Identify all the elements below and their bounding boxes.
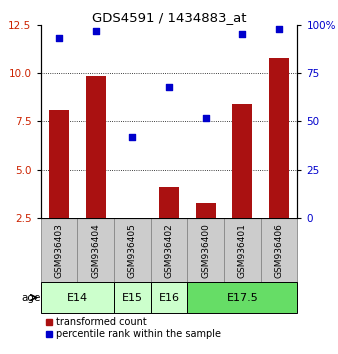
Text: GSM936402: GSM936402	[165, 223, 173, 278]
Point	[276, 26, 282, 32]
Bar	[159, 187, 179, 218]
Bar	[196, 202, 216, 218]
Point	[240, 32, 245, 37]
FancyBboxPatch shape	[151, 218, 187, 282]
Text: GSM936401: GSM936401	[238, 223, 247, 278]
Text: E15: E15	[122, 292, 143, 303]
Text: GSM936403: GSM936403	[54, 223, 64, 278]
Legend: transformed count, percentile rank within the sample: transformed count, percentile rank withi…	[45, 318, 221, 339]
FancyBboxPatch shape	[261, 218, 297, 282]
FancyBboxPatch shape	[114, 218, 151, 282]
FancyBboxPatch shape	[41, 282, 114, 313]
Bar	[232, 104, 252, 218]
Point	[56, 35, 62, 41]
Text: E16: E16	[159, 292, 179, 303]
Text: E14: E14	[67, 292, 88, 303]
Point	[93, 28, 98, 33]
Text: age: age	[22, 292, 41, 303]
Title: GDS4591 / 1434883_at: GDS4591 / 1434883_at	[92, 11, 246, 24]
FancyBboxPatch shape	[77, 218, 114, 282]
Text: GSM936406: GSM936406	[274, 223, 284, 278]
Bar	[86, 76, 106, 218]
Bar	[269, 58, 289, 218]
Point	[203, 115, 209, 120]
Bar	[122, 218, 142, 222]
Point	[166, 84, 172, 90]
Text: GSM936405: GSM936405	[128, 223, 137, 278]
FancyBboxPatch shape	[41, 218, 77, 282]
Text: E17.5: E17.5	[226, 292, 258, 303]
Text: GSM936404: GSM936404	[91, 223, 100, 278]
FancyBboxPatch shape	[224, 218, 261, 282]
FancyBboxPatch shape	[187, 282, 297, 313]
FancyBboxPatch shape	[187, 218, 224, 282]
Bar	[49, 110, 69, 218]
Point	[129, 134, 135, 140]
FancyBboxPatch shape	[151, 282, 187, 313]
Text: GSM936400: GSM936400	[201, 223, 210, 278]
FancyBboxPatch shape	[114, 282, 151, 313]
